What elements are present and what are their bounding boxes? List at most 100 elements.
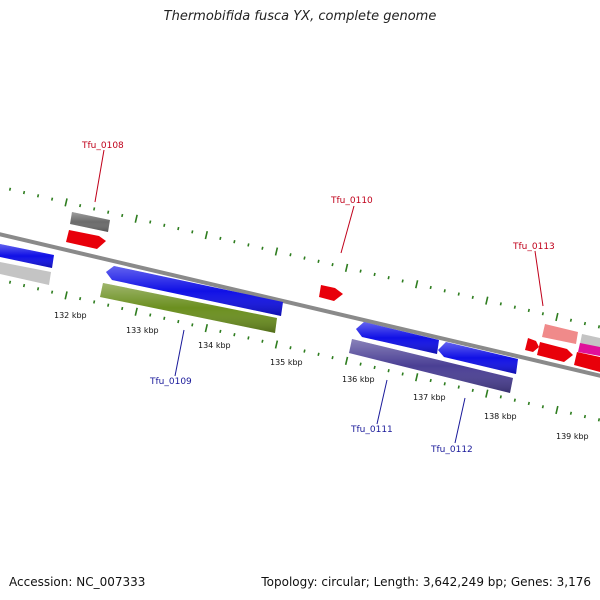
- minor-tick: [8, 187, 12, 191]
- major-tick: [134, 307, 138, 316]
- minor-tick: [261, 246, 264, 250]
- minor-tick: [457, 292, 460, 296]
- scale-label-133: 133 kbp: [126, 326, 159, 335]
- minor-tick: [163, 223, 166, 227]
- minor-tick: [163, 316, 166, 320]
- major-tick: [204, 231, 209, 240]
- gene-label-tfu-0110[interactable]: Tfu_0110: [330, 196, 373, 206]
- major-tick: [485, 296, 489, 305]
- gene-label-tfu-0113[interactable]: Tfu_0113: [512, 242, 555, 252]
- minor-tick: [331, 355, 334, 360]
- minor-tick: [219, 236, 222, 241]
- minor-tick: [50, 197, 54, 201]
- minor-tick: [93, 207, 96, 211]
- minor-tick: [317, 259, 320, 263]
- minor-tick: [247, 336, 250, 340]
- minor-tick: [499, 395, 502, 399]
- minor-tick: [457, 385, 460, 389]
- major-tick: [414, 280, 419, 289]
- accession-text: Accession: NC_007333: [9, 575, 146, 589]
- minor-tick: [359, 362, 362, 366]
- minor-tick: [36, 287, 40, 291]
- scale-label-135: 135 kbp: [270, 358, 303, 367]
- minor-tick: [471, 388, 474, 392]
- minor-tick: [149, 220, 152, 224]
- minor-tick: [569, 411, 573, 415]
- forward-strand-genes: [66, 212, 600, 372]
- scale-label-138: 138 kbp: [484, 412, 517, 421]
- minor-tick: [387, 369, 390, 373]
- gene-tfu-0113[interactable]: [537, 342, 573, 362]
- minor-tick: [149, 313, 152, 317]
- major-tick: [64, 291, 68, 300]
- reverse-strand-genes: [0, 244, 518, 393]
- minor-tick: [317, 352, 320, 356]
- gene-tfu-0110[interactable]: [319, 285, 343, 301]
- minor-tick: [597, 418, 600, 422]
- gene-left-gray[interactable]: [0, 262, 51, 285]
- gene-tfu-0113-a[interactable]: [525, 338, 539, 352]
- minor-tick: [233, 333, 236, 337]
- minor-tick: [443, 289, 446, 293]
- minor-tick: [401, 372, 404, 376]
- gene-label-tfu-0109[interactable]: Tfu_0109: [149, 377, 192, 387]
- minor-tick: [499, 302, 502, 306]
- minor-tick: [233, 240, 236, 244]
- gene-label-tfu-0111[interactable]: Tfu_0111: [350, 425, 393, 435]
- minor-tick: [429, 285, 432, 290]
- minor-tick: [261, 339, 264, 343]
- minor-tick: [373, 272, 376, 277]
- gene-tfu-0108[interactable]: [66, 230, 106, 249]
- gene-tfu-0113-pink[interactable]: [542, 324, 578, 344]
- major-tick: [344, 356, 349, 365]
- major-tick: [485, 389, 489, 398]
- minor-tick: [569, 318, 573, 322]
- minor-tick: [303, 349, 306, 353]
- minor-tick: [597, 325, 600, 329]
- minor-tick: [107, 210, 110, 214]
- scale-label-136: 136 kbp: [342, 375, 375, 384]
- minor-tick: [22, 283, 26, 288]
- gene-tfu-0113-magenta[interactable]: [578, 343, 600, 356]
- minor-tick: [177, 319, 180, 324]
- gene-label-tfu-0112[interactable]: Tfu_0112: [430, 445, 473, 455]
- major-tick: [274, 340, 279, 349]
- minor-tick: [79, 204, 82, 208]
- genome-summary-text: Topology: circular; Length: 3,642,249 bp…: [261, 575, 591, 589]
- gene-label-tfu-0108[interactable]: Tfu_0108: [81, 141, 124, 151]
- minor-tick: [387, 276, 390, 280]
- minor-tick: [541, 312, 545, 316]
- scale-label-134: 134 kbp: [198, 341, 231, 350]
- minor-tick: [289, 253, 292, 257]
- minor-tick: [513, 305, 516, 309]
- scale-labels: 132 kbp 133 kbp 134 kbp 135 kbp 136 kbp …: [54, 311, 589, 441]
- minor-tick: [36, 194, 40, 198]
- major-tick: [555, 405, 559, 415]
- minor-tick: [191, 323, 194, 327]
- minor-tick: [429, 378, 432, 383]
- major-tick: [414, 373, 419, 382]
- outer-tick-ring: [8, 187, 600, 329]
- minor-tick: [191, 230, 194, 234]
- minor-tick: [79, 297, 82, 301]
- minor-tick: [373, 365, 376, 370]
- minor-tick: [583, 321, 587, 326]
- minor-tick: [527, 308, 530, 313]
- minor-tick: [121, 213, 124, 218]
- minor-tick: [331, 262, 334, 267]
- minor-tick: [359, 269, 362, 273]
- minor-tick: [513, 398, 516, 402]
- major-tick: [555, 312, 559, 322]
- scale-label-139: 139 kbp: [556, 432, 589, 441]
- inner-tick-ring: [8, 280, 600, 422]
- minor-tick: [541, 405, 545, 409]
- major-tick: [204, 324, 209, 333]
- minor-tick: [527, 401, 530, 406]
- gene-tfu-0113-c[interactable]: [574, 352, 600, 372]
- minor-tick: [401, 279, 404, 283]
- minor-tick: [583, 414, 587, 419]
- minor-tick: [50, 290, 54, 294]
- scale-label-137: 137 kbp: [413, 393, 446, 402]
- map-title: Thermobifida fusca YX, complete genome: [163, 9, 437, 24]
